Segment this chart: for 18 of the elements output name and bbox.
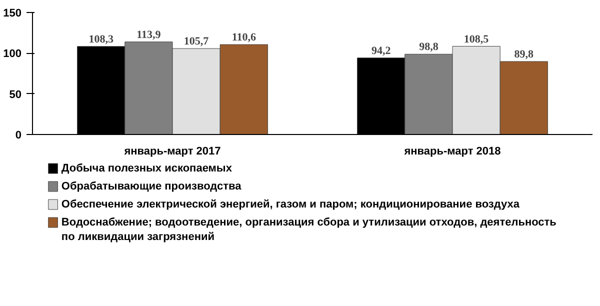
data-label: 94,2 [371, 44, 392, 57]
data-label: 105,7 [184, 36, 210, 48]
data-label: 98,8 [419, 41, 439, 54]
legend-label: Обрабатывающие производства [61, 180, 242, 192]
legend-label: Обеспечение электрической энергией, газом и паром; кондиционирование воздуха [61, 198, 520, 210]
y-tick-label: 100 [3, 48, 22, 60]
x-tick-label: январь-март 2017 [124, 146, 221, 158]
data-label: 113,9 [136, 28, 162, 41]
data-label: 89,8 [514, 48, 534, 60]
y-tick-label: 150 [3, 8, 22, 20]
y-tick-label: 50 [9, 88, 22, 101]
legend-label: Водоснабжение; водоотведение, организация сбора и утилизации отходов, деятельность по ликвидации загрязнений [61, 216, 557, 243]
legend-label: Добыча полезных ископаемых [61, 162, 233, 174]
data-label: 108,3 [88, 33, 114, 46]
data-label: 110,6 [232, 32, 256, 44]
data-label: 108,5 [464, 33, 490, 46]
x-tick-label: январь-март 2018 [404, 146, 501, 158]
y-tick-label: 0 [15, 130, 22, 142]
